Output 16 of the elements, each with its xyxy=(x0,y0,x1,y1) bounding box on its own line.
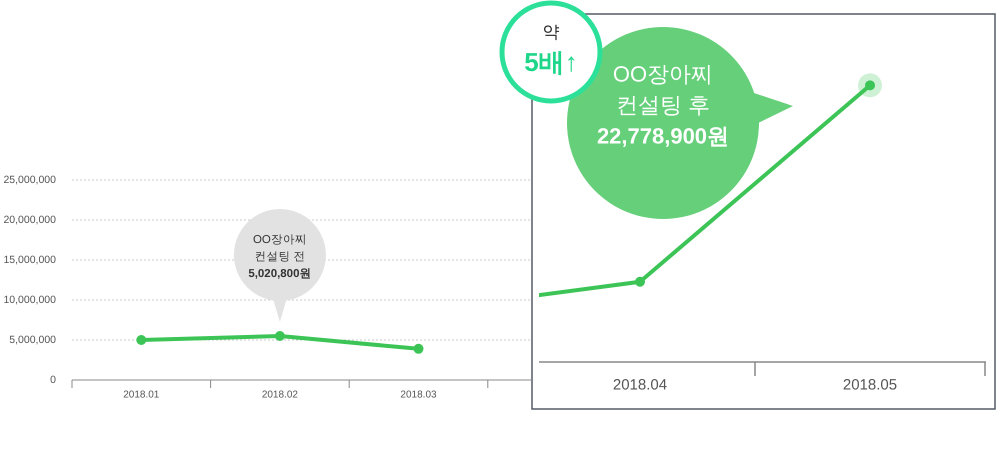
y-tick-label: 15,000,000 xyxy=(3,254,56,266)
y-tick-label: 25,000,000 xyxy=(3,174,56,186)
y-tick-label: 10,000,000 xyxy=(3,294,56,306)
y-tick-label: 20,000,000 xyxy=(3,214,56,226)
annotation: OO장아찌 컨설팅 전 5,020,800원 xyxy=(248,234,312,280)
point xyxy=(274,331,285,341)
y-tick-label: 0 xyxy=(50,374,56,386)
x-tick-label: 2018.02 xyxy=(262,390,298,400)
x-tick-label: 2018.01 xyxy=(123,390,160,400)
x-tick-label: 2018.03 xyxy=(400,390,438,400)
point xyxy=(414,344,424,354)
callout: OO장아찌 컨설팅 전 5,020,800원 xyxy=(234,209,326,322)
point xyxy=(136,335,146,345)
y-tick-label: 5,000,000 xyxy=(9,334,56,346)
x-tick-label: 2018.05 xyxy=(842,376,898,394)
x-tick-label: 2018.04 xyxy=(612,376,668,394)
